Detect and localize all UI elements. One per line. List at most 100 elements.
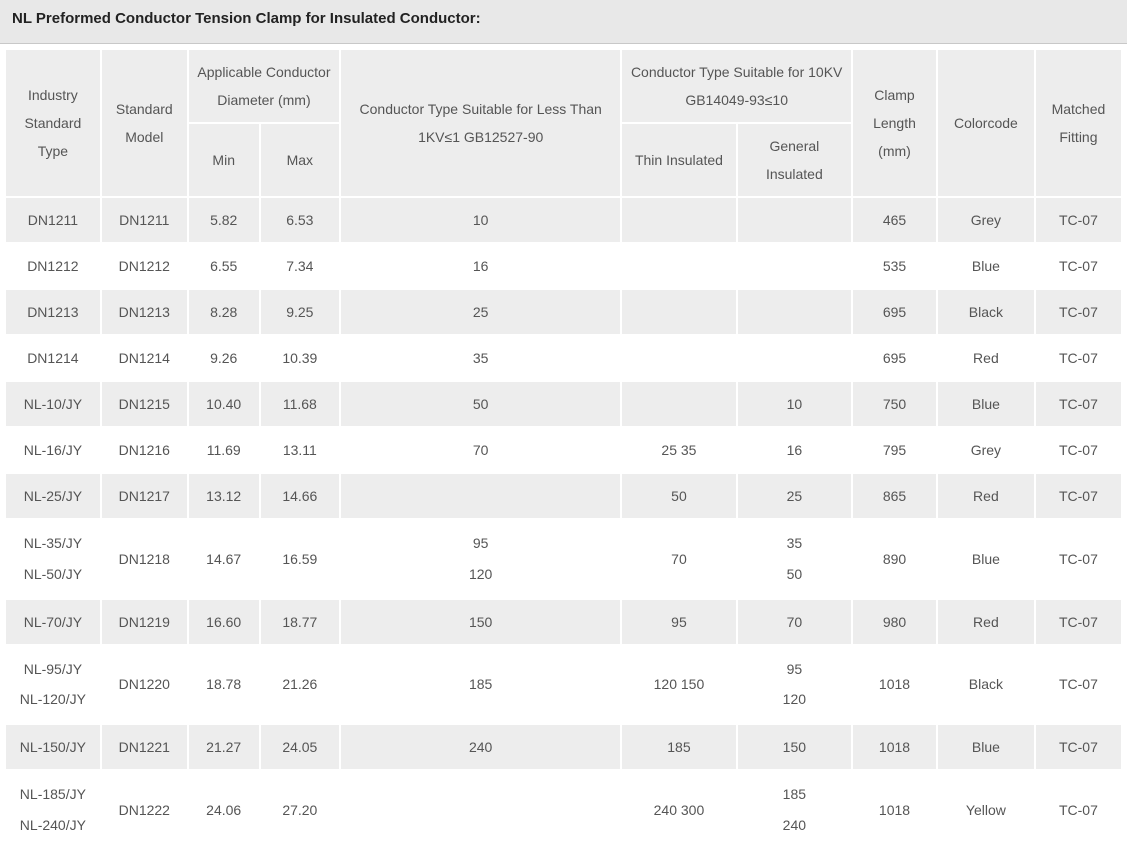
cell-min: 8.28 — [189, 290, 259, 334]
col-lt1kv: Conductor Type Suitable for Less Than 1K… — [341, 50, 620, 196]
cell-color: Red — [938, 474, 1034, 518]
table-row: NL-185/JYNL-240/JYDN122224.0627.20240 30… — [6, 771, 1121, 849]
cell-min: 5.82 — [189, 198, 259, 242]
cell-min: 6.55 — [189, 244, 259, 288]
cell-industry: NL-16/JY — [6, 428, 100, 472]
cell-clamp: 465 — [853, 198, 936, 242]
cell-thin: 120 150 — [622, 646, 735, 724]
cell-model: DN1213 — [102, 290, 187, 334]
table-row: DN1213DN12138.289.2525695BlackTC-07 — [6, 290, 1121, 334]
cell-thin: 185 — [622, 725, 735, 769]
cell-fitting: TC-07 — [1036, 474, 1121, 518]
cell-min: 9.26 — [189, 336, 259, 380]
cell-general: 16 — [738, 428, 851, 472]
cell-lt1kv — [341, 771, 620, 849]
cell-clamp: 695 — [853, 336, 936, 380]
table-row: NL-95/JYNL-120/JYDN122018.7821.26185120 … — [6, 646, 1121, 724]
table-row: DN1212DN12126.557.3416535BlueTC-07 — [6, 244, 1121, 288]
cell-min: 14.67 — [189, 520, 259, 598]
cell-min: 11.69 — [189, 428, 259, 472]
cell-max: 16.59 — [261, 520, 340, 598]
cell-color: Blue — [938, 520, 1034, 598]
cell-max: 13.11 — [261, 428, 340, 472]
cell-clamp: 695 — [853, 290, 936, 334]
cell-color: Red — [938, 600, 1034, 644]
cell-fitting: TC-07 — [1036, 725, 1121, 769]
cell-model: DN1218 — [102, 520, 187, 598]
cell-color: Black — [938, 646, 1034, 724]
cell-max: 9.25 — [261, 290, 340, 334]
cell-color: Red — [938, 336, 1034, 380]
cell-industry: NL-185/JYNL-240/JY — [6, 771, 100, 849]
cell-color: Black — [938, 290, 1034, 334]
cell-thin: 70 — [622, 520, 735, 598]
cell-lt1kv: 185 — [341, 646, 620, 724]
cell-color: Blue — [938, 725, 1034, 769]
cell-lt1kv: 10 — [341, 198, 620, 242]
col-industry: Industry Standard Type — [6, 50, 100, 196]
cell-lt1kv — [341, 474, 620, 518]
cell-general: 10 — [738, 382, 851, 426]
cell-thin: 240 300 — [622, 771, 735, 849]
col-general: General Insulated — [738, 124, 851, 196]
table-header: Industry Standard Type Standard Model Ap… — [6, 50, 1121, 196]
cell-color: Blue — [938, 382, 1034, 426]
cell-industry: NL-10/JY — [6, 382, 100, 426]
cell-lt1kv: 16 — [341, 244, 620, 288]
cell-min: 10.40 — [189, 382, 259, 426]
cell-color: Grey — [938, 198, 1034, 242]
table-row: NL-10/JYDN121510.4011.685010750BlueTC-07 — [6, 382, 1121, 426]
cell-fitting: TC-07 — [1036, 336, 1121, 380]
table-row: NL-70/JYDN121916.6018.771509570980RedTC-… — [6, 600, 1121, 644]
col-thin: Thin Insulated — [622, 124, 735, 196]
cell-max: 21.26 — [261, 646, 340, 724]
cell-industry: NL-95/JYNL-120/JY — [6, 646, 100, 724]
cell-clamp: 795 — [853, 428, 936, 472]
cell-general — [738, 336, 851, 380]
cell-max: 27.20 — [261, 771, 340, 849]
cell-industry: DN1211 — [6, 198, 100, 242]
table-row: NL-150/JYDN122121.2724.052401851501018Bl… — [6, 725, 1121, 769]
cell-lt1kv: 95120 — [341, 520, 620, 598]
cell-industry: DN1214 — [6, 336, 100, 380]
cell-industry: NL-150/JY — [6, 725, 100, 769]
cell-color: Grey — [938, 428, 1034, 472]
cell-model: DN1215 — [102, 382, 187, 426]
cell-model: DN1217 — [102, 474, 187, 518]
cell-model: DN1219 — [102, 600, 187, 644]
table-body: DN1211DN12115.826.5310465GreyTC-07DN1212… — [6, 198, 1121, 849]
col-fitting: Matched Fitting — [1036, 50, 1121, 196]
cell-industry: DN1212 — [6, 244, 100, 288]
cell-min: 21.27 — [189, 725, 259, 769]
cell-clamp: 1018 — [853, 771, 936, 849]
cell-thin: 50 — [622, 474, 735, 518]
table-row: NL-25/JYDN121713.1214.665025865RedTC-07 — [6, 474, 1121, 518]
cell-thin — [622, 244, 735, 288]
cell-min: 18.78 — [189, 646, 259, 724]
cell-color: Blue — [938, 244, 1034, 288]
cell-model: DN1216 — [102, 428, 187, 472]
cell-fitting: TC-07 — [1036, 382, 1121, 426]
cell-model: DN1221 — [102, 725, 187, 769]
cell-thin — [622, 290, 735, 334]
cell-max: 14.66 — [261, 474, 340, 518]
spec-table: Industry Standard Type Standard Model Ap… — [4, 48, 1123, 851]
page-title: NL Preformed Conductor Tension Clamp for… — [0, 0, 1127, 44]
cell-general: 25 — [738, 474, 851, 518]
cell-lt1kv: 150 — [341, 600, 620, 644]
cell-industry: DN1213 — [6, 290, 100, 334]
cell-fitting: TC-07 — [1036, 428, 1121, 472]
col-min: Min — [189, 124, 259, 196]
col-model: Standard Model — [102, 50, 187, 196]
cell-general: 70 — [738, 600, 851, 644]
cell-max: 11.68 — [261, 382, 340, 426]
cell-fitting: TC-07 — [1036, 771, 1121, 849]
cell-thin — [622, 336, 735, 380]
cell-max: 24.05 — [261, 725, 340, 769]
col-max: Max — [261, 124, 340, 196]
cell-model: DN1220 — [102, 646, 187, 724]
cell-clamp: 1018 — [853, 646, 936, 724]
cell-max: 6.53 — [261, 198, 340, 242]
cell-clamp: 1018 — [853, 725, 936, 769]
cell-thin — [622, 382, 735, 426]
